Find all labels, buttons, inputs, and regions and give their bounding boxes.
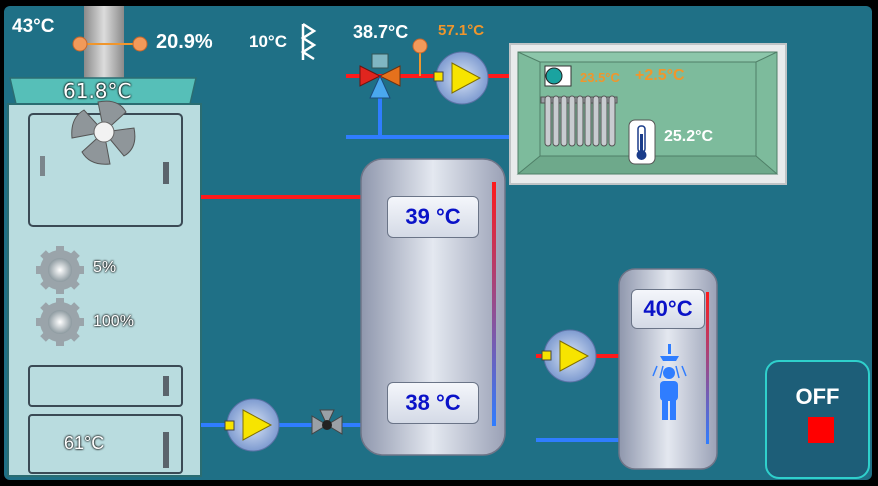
mixing-valve-icon: [311, 409, 343, 435]
room-sensor-icon: [544, 65, 572, 87]
thermometer-icon: [628, 119, 656, 165]
stop-icon: [808, 417, 834, 443]
feeder-level: 100%: [93, 313, 134, 330]
buffer-bottom-temperature: 38 °C: [387, 382, 479, 424]
pump-icon: [224, 398, 280, 452]
power-button-label: OFF: [795, 384, 840, 409]
fan-speed: 5%: [93, 259, 117, 276]
power-button[interactable]: OFF: [765, 360, 870, 479]
dhw-temperature: 40°C: [631, 289, 705, 329]
person-icon: [660, 367, 678, 420]
room-delta: +2.5°C: [635, 67, 685, 84]
outdoor-temperature: 10°C: [249, 32, 287, 51]
supply-setpoint: 57.1°C: [438, 22, 485, 39]
boiler: [7, 77, 202, 477]
boiler-temperature: 61.8°C: [63, 79, 132, 103]
room-setpoint: 23.5°C: [580, 70, 620, 85]
flue-temperature: 43°C: [12, 16, 55, 37]
supply-sensor-icon: [412, 38, 428, 54]
buffer-top-temperature: 39 °C: [387, 196, 479, 238]
pump-icon: [433, 51, 489, 105]
three-way-valve-icon: [359, 53, 401, 99]
supply-temperature: 38.7°C: [353, 22, 409, 42]
flue-oxygen: 20.9%: [156, 31, 213, 53]
flue-temperature-sensor-icon: [72, 36, 88, 52]
room-temperature: 25.2°C: [664, 128, 714, 145]
radiator-icon: [540, 95, 618, 147]
chimney: [84, 6, 124, 79]
wind-icon: [300, 22, 317, 61]
pump-icon: [541, 329, 597, 383]
return-temperature: 61°C: [64, 433, 105, 453]
shower-icon: [652, 344, 687, 379]
fan-icon: [71, 100, 136, 165]
gear-icon: [36, 298, 84, 346]
gear-icon: [36, 246, 84, 294]
flue-oxygen-sensor-icon: [132, 36, 148, 52]
